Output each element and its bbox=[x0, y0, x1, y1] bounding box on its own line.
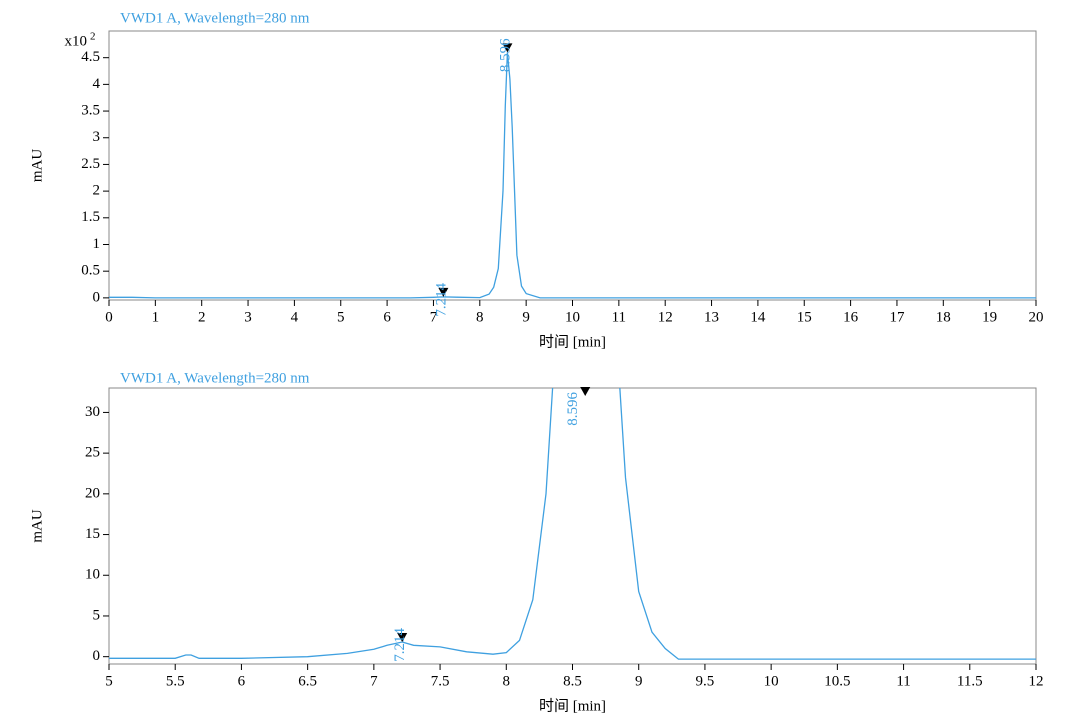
x-tick-label: 1 bbox=[152, 309, 160, 325]
y-tick-label: 1 bbox=[93, 236, 101, 252]
plot-area bbox=[109, 388, 1036, 660]
x-tick-label: 5.5 bbox=[166, 673, 185, 689]
signal-line bbox=[109, 52, 1036, 299]
x-tick-label: 6 bbox=[383, 309, 391, 325]
x-axis-label: 时间 [min] bbox=[539, 333, 606, 350]
chart-title: VWD1 A, Wavelength=280 nm bbox=[120, 370, 310, 386]
y-tick-label: 2.5 bbox=[81, 156, 100, 172]
x-tick-label: 14 bbox=[750, 309, 766, 325]
x-tick-label: 5 bbox=[337, 309, 345, 325]
peak-marker bbox=[502, 43, 513, 53]
y-axis-label: mAU bbox=[29, 149, 45, 183]
x-tick-label: 6 bbox=[238, 673, 246, 689]
y-tick-label: 0 bbox=[93, 648, 101, 664]
x-tick-label: 16 bbox=[843, 309, 859, 325]
x-tick-label: 12 bbox=[658, 309, 673, 325]
signal-line bbox=[109, 388, 1036, 660]
peak-label: 7.214 bbox=[433, 282, 449, 316]
y-tick-label: 15 bbox=[85, 526, 100, 542]
peak-label: 7.214 bbox=[392, 628, 408, 662]
x-tick-label: 19 bbox=[982, 309, 997, 325]
x-tick-label: 11 bbox=[896, 673, 910, 689]
x-tick-label: 10 bbox=[565, 309, 580, 325]
x-tick-label: 2 bbox=[198, 309, 206, 325]
x-tick-label: 3 bbox=[244, 309, 252, 325]
y-tick-label: 4.5 bbox=[81, 49, 100, 65]
x-tick-label: 0 bbox=[105, 309, 113, 325]
x-tick-label: 11.5 bbox=[957, 673, 983, 689]
x-tick-label: 18 bbox=[936, 309, 951, 325]
y-tick-label: 25 bbox=[85, 445, 100, 461]
y-tick-label: 5 bbox=[93, 607, 101, 623]
x-tick-label: 7 bbox=[370, 673, 378, 689]
plot-frame bbox=[108, 387, 1037, 665]
x-tick-label: 8.5 bbox=[563, 673, 582, 689]
x-tick-label: 9 bbox=[635, 673, 643, 689]
y-tick-label: 10 bbox=[85, 567, 100, 583]
peak-marker bbox=[438, 287, 449, 297]
x-tick-label: 12 bbox=[1029, 673, 1044, 689]
y-tick-label: 2 bbox=[93, 183, 101, 199]
x-tick-label: 20 bbox=[1029, 309, 1044, 325]
x-tick-label: 10 bbox=[764, 673, 779, 689]
peak-label: 8.596 bbox=[497, 38, 513, 72]
x-tick-label: 8 bbox=[503, 673, 511, 689]
x-tick-label: 9 bbox=[522, 309, 530, 325]
x-tick-label: 13 bbox=[704, 309, 719, 325]
y-tick-label: 3 bbox=[93, 129, 101, 145]
y-tick-label: 4 bbox=[93, 76, 101, 92]
y-scale-exponent: 2 bbox=[90, 31, 96, 43]
x-tick-label: 9.5 bbox=[696, 673, 715, 689]
x-tick-label: 7 bbox=[430, 309, 438, 325]
x-tick-label: 17 bbox=[889, 309, 905, 325]
x-tick-label: 7.5 bbox=[431, 673, 450, 689]
y-tick-label: 0.5 bbox=[81, 263, 100, 279]
plot-frame bbox=[108, 30, 1037, 301]
y-axis-label: mAU bbox=[29, 509, 45, 543]
x-tick-label: 11 bbox=[612, 309, 626, 325]
y-tick-label: 3.5 bbox=[81, 102, 100, 118]
x-tick-label: 10.5 bbox=[824, 673, 850, 689]
peak-label: 8.596 bbox=[565, 392, 581, 426]
peak-marker bbox=[397, 633, 408, 643]
y-tick-label: 1.5 bbox=[81, 209, 100, 225]
peak-marker bbox=[580, 387, 591, 396]
y-tick-label: 30 bbox=[85, 404, 100, 420]
y-scale-label: x10 bbox=[65, 33, 88, 49]
x-axis-label: 时间 [min] bbox=[539, 697, 606, 714]
plot-area bbox=[109, 52, 1036, 299]
chart-title: VWD1 A, Wavelength=280 nm bbox=[120, 10, 310, 26]
x-tick-label: 6.5 bbox=[298, 673, 317, 689]
x-tick-label: 4 bbox=[291, 309, 299, 325]
y-tick-label: 20 bbox=[85, 485, 100, 501]
x-tick-label: 5 bbox=[105, 673, 113, 689]
x-tick-label: 15 bbox=[797, 309, 812, 325]
x-tick-label: 8 bbox=[476, 309, 484, 325]
y-tick-label: 0 bbox=[93, 289, 101, 305]
